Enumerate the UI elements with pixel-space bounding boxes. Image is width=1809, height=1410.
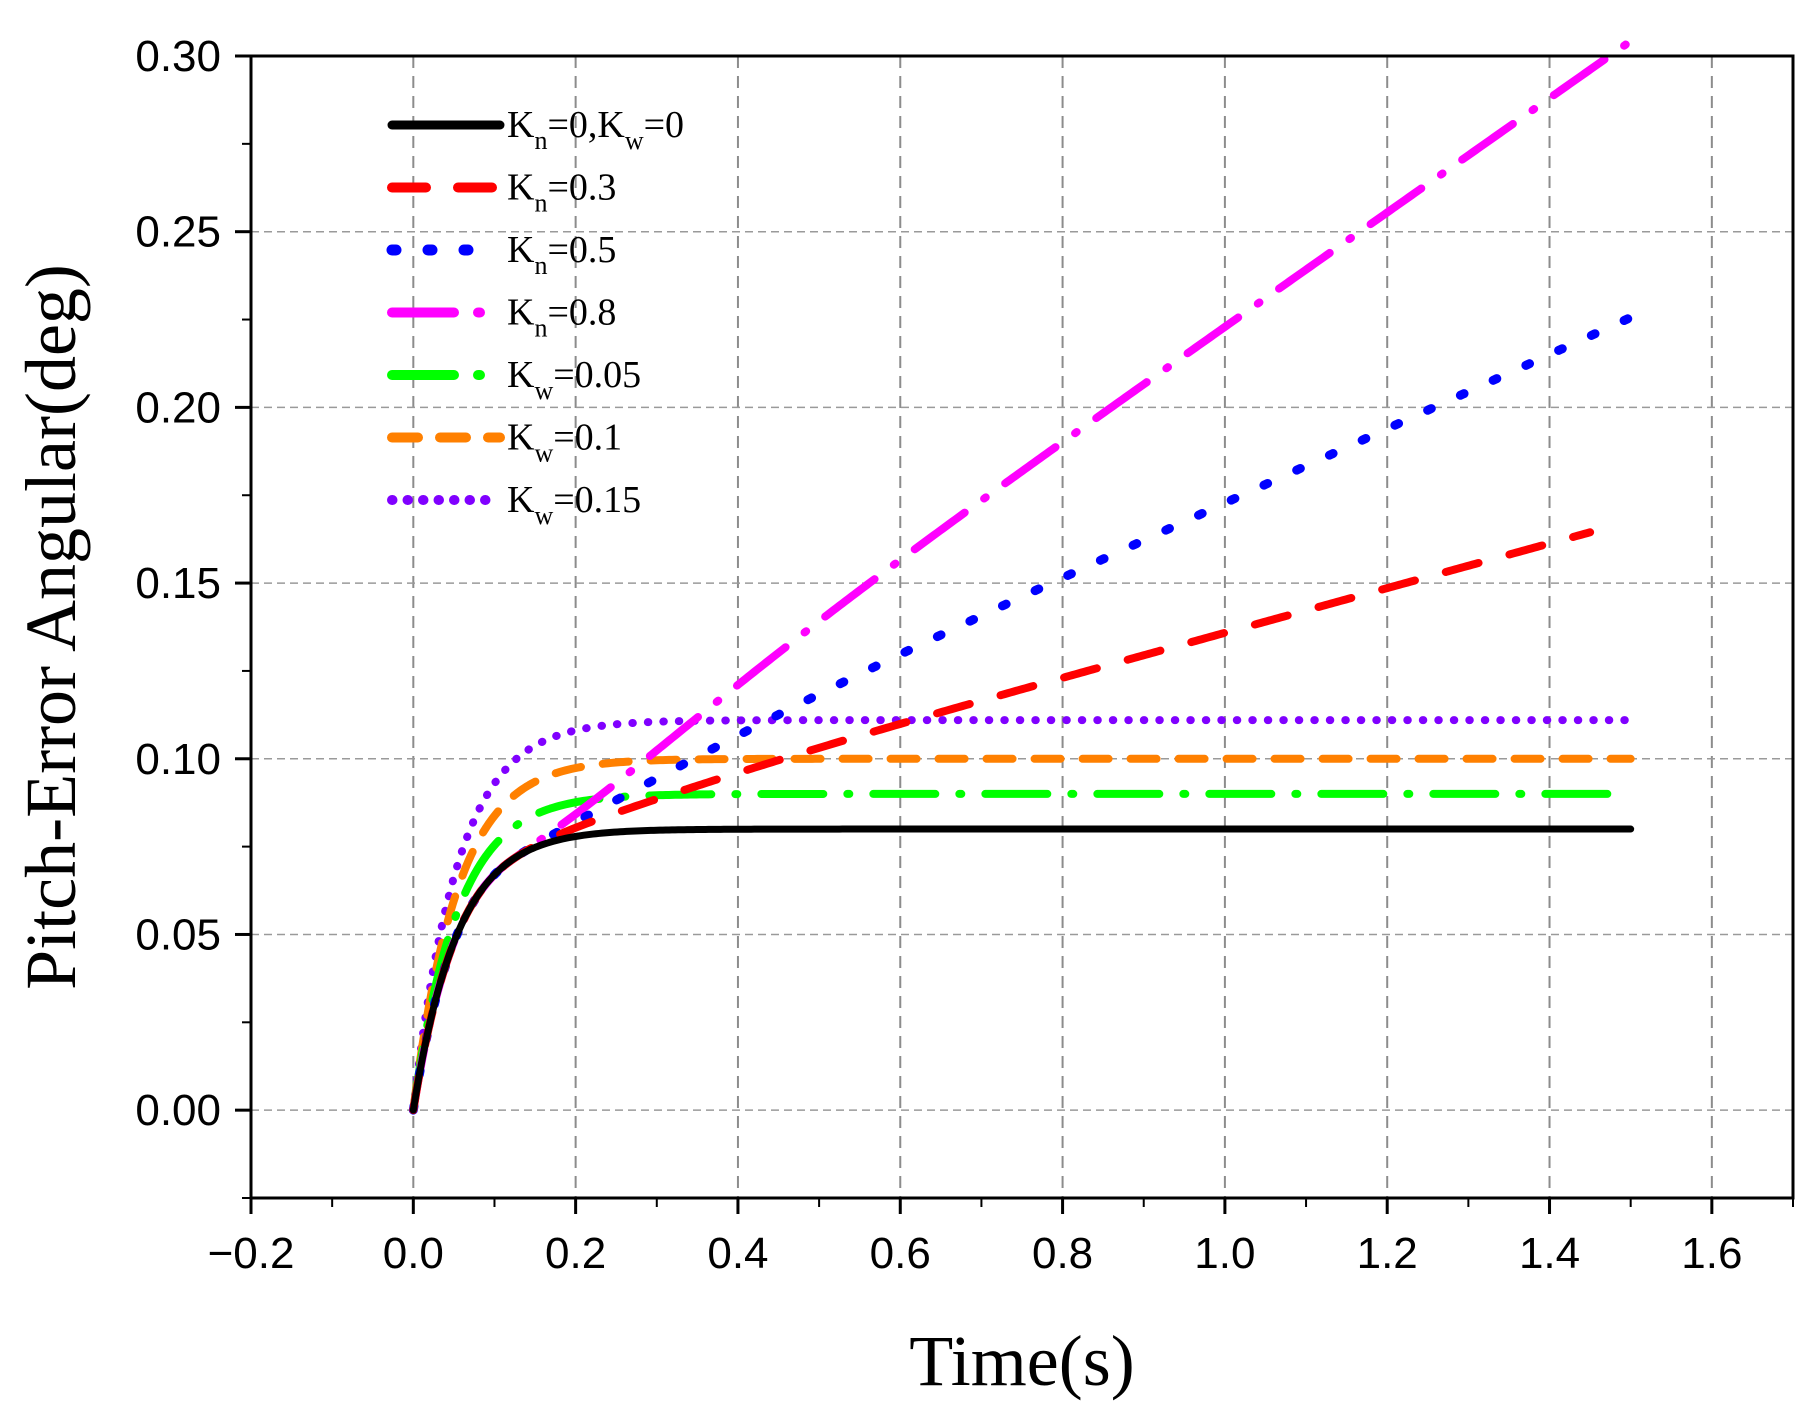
series-line-kw-0-15 — [409, 716, 1635, 1115]
series-line-kn-0-3 — [409, 528, 1595, 1115]
x-tick-label: 0.0 — [383, 1229, 444, 1278]
grid — [251, 56, 1793, 1198]
legend-label: Kw=0.1 — [507, 417, 622, 468]
x-tick-label: 1.6 — [1681, 1229, 1742, 1278]
legend-label: Kw=0.05 — [507, 354, 641, 405]
y-tick-label: 0.25 — [135, 208, 221, 257]
x-tick-label: 1.4 — [1519, 1229, 1580, 1278]
legend-item: Kw=0.15 — [387, 479, 641, 530]
legend-item: Kn=0.3 — [387, 167, 616, 218]
x-tick-label: −0.2 — [208, 1229, 295, 1278]
x-tick-label: 0.6 — [870, 1229, 931, 1278]
y-tick-label: 0.15 — [135, 559, 221, 608]
y-tick-label: 0.00 — [135, 1086, 221, 1135]
y-tick-label: 0.30 — [135, 32, 221, 81]
legend-item: Kw=0.05 — [387, 354, 641, 405]
x-tick-label: 1.0 — [1194, 1229, 1255, 1278]
legend-label: Kn=0,Kw=0 — [507, 104, 684, 155]
plot-frame — [249, 54, 1795, 1200]
x-axis-title: Time(s) — [909, 1321, 1134, 1401]
x-tick-label: 0.4 — [707, 1229, 768, 1278]
y-tick-label: 0.10 — [135, 735, 221, 784]
y-tick-label: 0.20 — [135, 383, 221, 432]
series-line-kn-0-5 — [408, 312, 1636, 1115]
x-tick-label: 0.8 — [1032, 1229, 1093, 1278]
legend-item: Kw=0.1 — [387, 417, 622, 468]
x-tick-label: 1.2 — [1357, 1229, 1418, 1278]
legend-label: Kw=0.15 — [507, 479, 641, 530]
x-tick-label: 0.2 — [545, 1229, 606, 1278]
legend: Kn=0,Kw=0 Kn=0.3 Kn=0.5 Kn=0.8 Kw=0.05 Kw=0.1… — [386, 104, 684, 530]
legend-label: Kn=0.8 — [507, 292, 616, 343]
plot-series — [408, 37, 1636, 1115]
legend-item: Kn=0,Kw=0 — [387, 104, 684, 155]
legend-label: Kn=0.5 — [507, 229, 616, 280]
y-axis-title: Pitch-Error Angular(deg) — [11, 264, 91, 990]
series-line-kn-0-8 — [409, 37, 1635, 1115]
legend-label: Kn=0.3 — [507, 167, 616, 218]
legend-item: Kn=0.8 — [387, 292, 616, 343]
series-line-kw-0-05 — [409, 789, 1635, 1115]
ticks: −0.2 0.0 0.2 0.4 0.6 0.8 1.0 1.2 1.4 1.6 0.00 0.05 0… — [135, 32, 1794, 1278]
y-tick-label: 0.05 — [135, 910, 221, 959]
legend-item: Kn=0.5 — [386, 229, 616, 280]
series-line-kn-0-kw-0 — [409, 825, 1635, 1114]
series-line-kw-0-1 — [409, 754, 1635, 1115]
